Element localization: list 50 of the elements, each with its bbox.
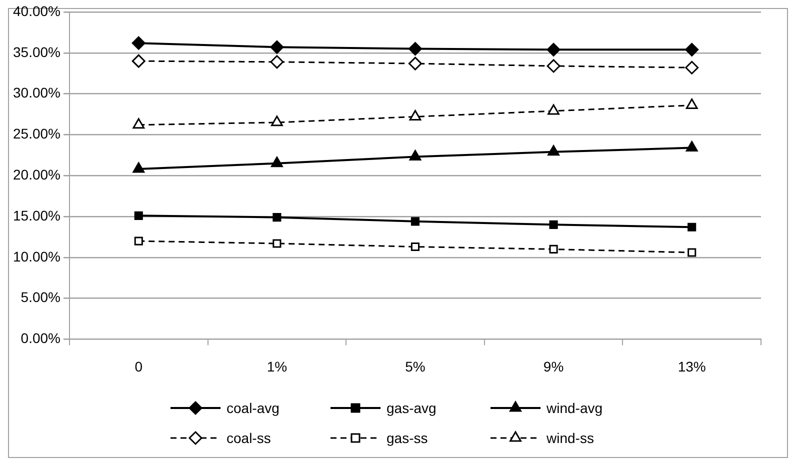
point [409,110,422,120]
point [548,145,560,156]
legend-label: gas-avg [386,400,436,416]
point [549,244,558,254]
y-tick-label: 10.00% [13,248,60,264]
point [270,116,283,126]
point [685,42,699,56]
y-tick-label: 5.00% [20,289,60,306]
y-tick-label: 40.00% [13,2,60,19]
y-tick-label: 0.00% [20,330,60,346]
point [134,211,143,220]
legend-label: wind-avg [546,400,603,416]
y-tick-label: 30.00% [13,84,60,101]
point [272,213,282,222]
point [132,54,146,68]
y-tick-label: 15.00% [13,207,60,224]
point [272,239,282,248]
point [410,217,420,226]
point [270,40,284,54]
point [548,104,560,115]
point [408,42,422,56]
point [686,141,698,152]
y-tick-label: 20.00% [13,166,60,182]
point [685,60,699,74]
point [546,42,560,56]
legend-label: coal-avg [226,400,280,416]
x-tick-label: 13% [678,358,706,374]
point [688,248,696,257]
point [134,236,143,246]
point [410,242,420,252]
x-tick-label: 1% [266,358,288,374]
point [408,56,422,70]
point [270,156,283,168]
point [409,150,422,161]
point [132,36,146,50]
y-tick-label: 25.00% [13,126,60,142]
point [686,98,698,109]
point [549,220,558,229]
legend-label: wind-ss [546,430,594,446]
point [270,55,284,69]
legend-label: coal-ss [226,430,271,446]
point [132,118,145,129]
point [688,222,696,232]
x-tick-label: 0 [134,358,143,374]
point [546,59,560,73]
x-tick-label: 5% [405,358,426,374]
x-tick-label: 9% [543,358,564,374]
y-tick-label: 35.00% [13,44,60,60]
legend-label: gas-ss [386,430,428,446]
point [132,162,145,173]
